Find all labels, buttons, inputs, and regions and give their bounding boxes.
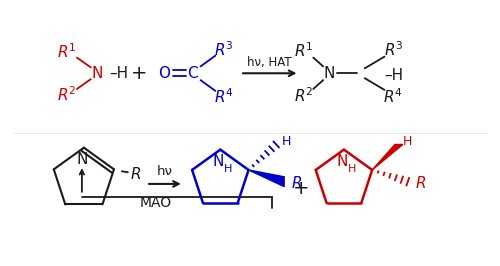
Text: –H: –H [384,68,403,83]
Text: $R^2$: $R^2$ [58,85,77,104]
Text: MAO: MAO [140,196,172,210]
Text: –H: –H [109,66,128,81]
Text: N: N [324,66,335,81]
Text: C: C [188,66,198,81]
Text: $R^1$: $R^1$ [294,41,313,60]
Text: $R^2$: $R^2$ [294,86,313,105]
Text: $R^3$: $R^3$ [384,40,403,59]
Text: +: + [131,64,148,83]
Text: H: H [224,164,232,174]
Text: N: N [76,152,88,167]
Text: H: H [282,135,291,148]
Text: hν: hν [157,165,173,178]
Text: hν, HAT: hν, HAT [248,56,292,69]
Text: R: R [130,167,141,182]
Text: R: R [416,176,426,191]
Text: O: O [158,66,170,81]
Text: N: N [91,66,102,81]
Text: N: N [212,154,224,169]
Text: $R^4$: $R^4$ [384,88,404,106]
Text: H: H [348,164,356,174]
Text: H: H [403,135,412,148]
Polygon shape [372,144,403,170]
Text: $R^4$: $R^4$ [214,88,234,106]
Text: R: R [292,176,302,191]
Text: $R^3$: $R^3$ [214,40,234,59]
Text: $R^1$: $R^1$ [58,42,77,61]
Polygon shape [248,170,284,186]
Text: +: + [293,179,310,198]
Text: N: N [336,154,347,169]
